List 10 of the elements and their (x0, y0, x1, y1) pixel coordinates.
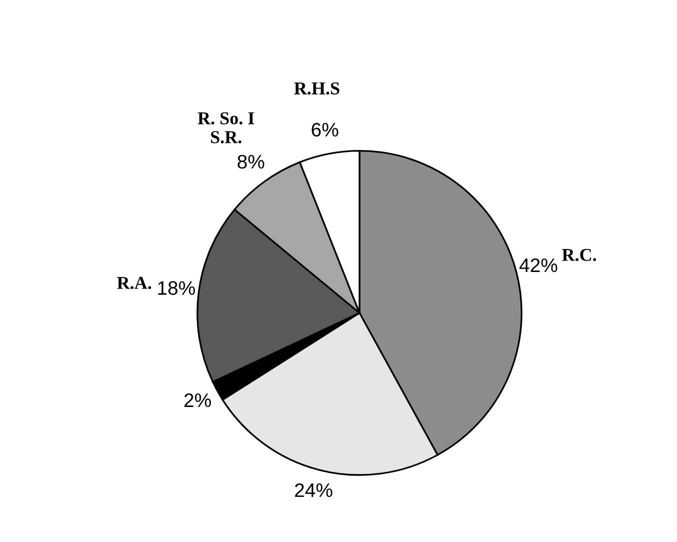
data-label: 6% (312, 122, 338, 137)
slice-label: R.H.S (294, 82, 340, 95)
data-label: 18% (158, 281, 195, 295)
data-label: 8% (238, 154, 264, 169)
data-label: 42% (519, 258, 558, 272)
data-label: 2% (184, 393, 211, 408)
data-label: 24% (295, 483, 332, 498)
slice-label: R.A. (117, 276, 152, 290)
slice-label: R.C. (562, 248, 596, 262)
slice-label: R. So. I S.R. (198, 112, 254, 144)
